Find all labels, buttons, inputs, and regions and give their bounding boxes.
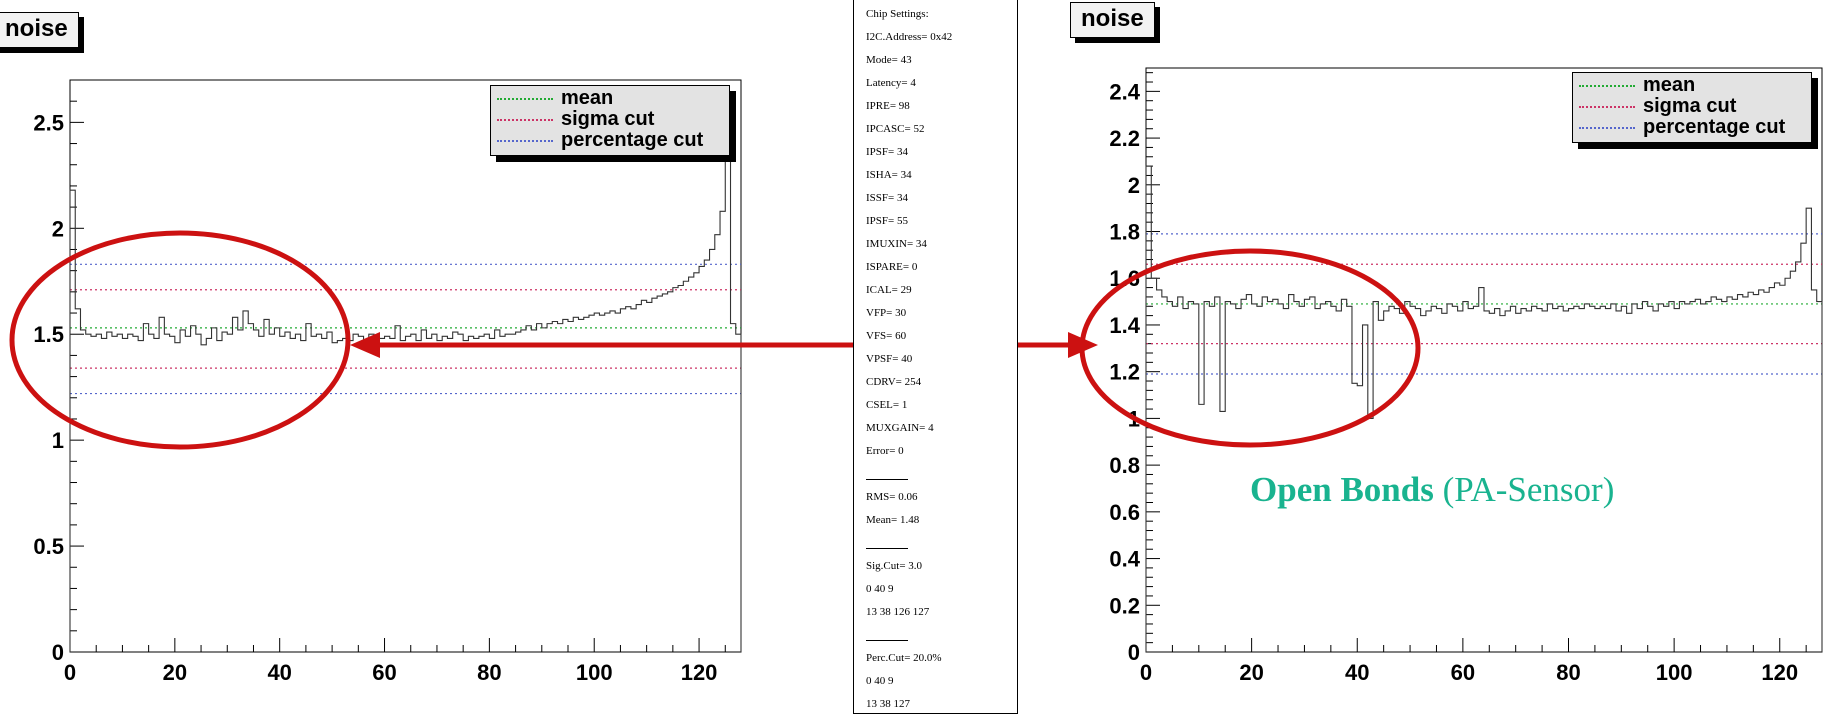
right-y-tick-label: 0	[1128, 640, 1140, 665]
left-y-tick-label: 1	[52, 428, 64, 453]
right-plot-frame	[1145, 67, 1823, 653]
left-y-tick-label: 0	[52, 640, 64, 665]
right-x-tick-label: 100	[1656, 660, 1693, 685]
legend-item-percentage-cut: percentage cut	[497, 130, 723, 151]
legend-label-mean: mean	[561, 87, 614, 109]
legend-label-sigma-cut: sigma cut	[561, 108, 655, 130]
left-x-tick-label: 120	[681, 660, 718, 685]
legend-label-percentage-cut: percentage cut	[1643, 116, 1786, 138]
left-noise-histogram	[69, 121, 742, 652]
legend-item-mean: mean	[1579, 75, 1805, 96]
sigma-cut-swatch	[497, 118, 553, 121]
settings-line: 0 40 9	[866, 675, 894, 687]
legend-item-percentage-cut: percentage cut	[1579, 117, 1805, 138]
legend-item-sigma-cut: sigma cut	[1579, 96, 1805, 117]
settings-line: IPRE= 98	[866, 100, 910, 112]
left-plot-title: noise	[0, 12, 79, 48]
mean-swatch	[497, 97, 553, 100]
right-y-tick-label: 0.6	[1109, 500, 1140, 525]
mean-swatch	[1579, 84, 1635, 87]
left-x-tick-label: 20	[163, 660, 187, 685]
settings-line: Error= 0	[866, 445, 904, 457]
arrow-head-left	[350, 332, 380, 358]
settings-line: MUXGAIN= 4	[866, 422, 934, 434]
settings-line: IPSF= 55	[866, 215, 908, 227]
left-x-tick-label: 40	[267, 660, 291, 685]
settings-separator	[866, 548, 908, 549]
right-x-tick-label: 120	[1761, 660, 1798, 685]
percentage-cut-swatch	[1579, 126, 1635, 129]
right-legend: mean sigma cut percentage cut	[1572, 72, 1812, 143]
left-x-tick-label: 100	[576, 660, 613, 685]
legend-label-sigma-cut: sigma cut	[1643, 95, 1737, 117]
left-plot-title-text: noise	[5, 15, 68, 42]
left-legend: mean sigma cut percentage cut	[490, 85, 730, 156]
right-x-tick-label: 20	[1239, 660, 1263, 685]
settings-line: ISSF= 34	[866, 192, 908, 204]
settings-line: ICAL= 29	[866, 284, 912, 296]
right-noise-histogram	[1145, 165, 1823, 652]
right-y-tick-label: 2.2	[1109, 126, 1140, 151]
settings-line: Mean= 1.48	[866, 514, 920, 526]
settings-line: IPSF= 34	[866, 146, 908, 158]
left-x-tick-label: 80	[477, 660, 501, 685]
legend-label-mean: mean	[1643, 74, 1696, 96]
right-y-tick-label: 2	[1128, 173, 1140, 198]
right-y-tick-label: 0.8	[1109, 453, 1140, 478]
legend-item-sigma-cut: sigma cut	[497, 109, 723, 130]
settings-line: 13 38 126 127	[866, 606, 930, 618]
right-y-tick-label: 1.8	[1109, 220, 1140, 245]
settings-line: VFP= 30	[866, 307, 907, 319]
settings-line: VPSF= 40	[866, 353, 913, 365]
right-y-tick-label: 1.4	[1109, 313, 1140, 338]
left-y-tick-label: 2	[52, 216, 64, 241]
right-x-tick-label: 80	[1556, 660, 1580, 685]
settings-line: Perc.Cut= 20.0%	[866, 652, 942, 664]
left-highlight-ellipse	[9, 230, 351, 450]
left-x-tick-label: 60	[372, 660, 396, 685]
open-bonds-bold: Open Bonds	[1250, 470, 1434, 509]
settings-line: Sig.Cut= 3.0	[866, 560, 923, 572]
percentage-cut-swatch	[497, 139, 553, 142]
arrow-head-right	[1068, 332, 1098, 358]
right-x-tick-label: 0	[1140, 660, 1152, 685]
open-bonds-suffix: (PA-Sensor)	[1433, 470, 1615, 509]
right-plot-title: noise	[1070, 2, 1155, 38]
right-y-tick-label: 1.2	[1109, 360, 1140, 385]
settings-line: 0 40 9	[866, 583, 894, 595]
settings-line: I2C.Address= 0x42	[866, 31, 953, 43]
settings-line: CDRV= 254	[866, 376, 922, 388]
chip-settings-panel: Chip Settings: I2C.Address= 0x42 Mode= 43 L…	[853, 0, 1018, 714]
right-y-tick-label: 2.4	[1109, 79, 1140, 104]
settings-line: Chip Settings:	[866, 8, 929, 20]
left-x-tick-label: 0	[64, 660, 76, 685]
right-x-tick-label: 40	[1345, 660, 1369, 685]
legend-item-mean: mean	[497, 88, 723, 109]
settings-line: CSEL= 1	[866, 399, 908, 411]
right-y-tick-label: 0.2	[1109, 593, 1140, 618]
open-bonds-annotation: Open Bonds (PA-Sensor)	[1250, 470, 1614, 510]
left-y-tick-label: 0.5	[33, 534, 64, 559]
settings-line: RMS= 0.06	[866, 491, 918, 503]
left-y-tick-label: 1.5	[33, 322, 64, 347]
settings-separator	[866, 640, 908, 641]
right-x-tick-label: 60	[1451, 660, 1475, 685]
settings-line: IMUXIN= 34	[866, 238, 927, 250]
settings-line: VFS= 60	[866, 330, 907, 342]
left-plot-frame	[69, 79, 742, 653]
settings-separator	[866, 479, 908, 480]
settings-line: ISHA= 34	[866, 169, 912, 181]
right-plot-title-text: noise	[1081, 5, 1144, 32]
sigma-cut-swatch	[1579, 105, 1635, 108]
settings-line: IPCASC= 52	[866, 123, 925, 135]
right-y-tick-label: 0.4	[1109, 547, 1140, 572]
settings-line: 13 38 127	[866, 698, 910, 710]
legend-label-percentage-cut: percentage cut	[561, 129, 704, 151]
settings-line: Latency= 4	[866, 77, 916, 89]
settings-line: ISPARE= 0	[866, 261, 918, 273]
settings-line: Mode= 43	[866, 54, 912, 66]
left-y-tick-label: 2.5	[33, 110, 64, 135]
